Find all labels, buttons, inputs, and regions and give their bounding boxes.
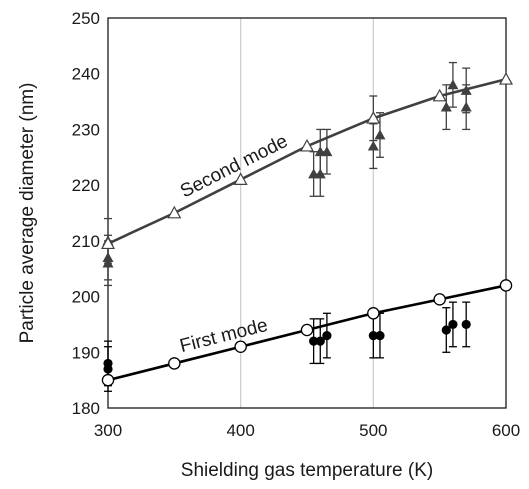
y-tick-label: 180 (72, 399, 100, 418)
data-point (367, 140, 379, 151)
y-tick-label: 240 (72, 65, 100, 84)
data-point (167, 205, 182, 219)
x-tick-label: 300 (94, 421, 122, 440)
grid-lines (240, 18, 374, 408)
y-tick-label: 210 (72, 232, 100, 251)
data-point (321, 146, 333, 157)
data-point (433, 293, 446, 306)
x-tick-label: 400 (226, 421, 254, 440)
data-point (432, 88, 447, 102)
y-tick-label: 190 (72, 343, 100, 362)
data-point (102, 252, 114, 262)
data-point (461, 319, 471, 330)
x-axis-title: Shielding gas temperature (K) (181, 460, 433, 481)
data-point (366, 111, 381, 124)
data-point (309, 336, 319, 346)
data-point (315, 336, 325, 346)
first-mode-measured-group (103, 301, 471, 392)
y-tick-label: 220 (72, 176, 100, 195)
data-point (103, 364, 113, 374)
x-tick-label: 600 (492, 421, 520, 440)
data-point (499, 279, 513, 292)
data-point (498, 72, 514, 85)
y-tick-label: 250 (72, 9, 100, 28)
second-mode-model-group (100, 72, 514, 250)
second-mode-annotation: Second mode (177, 131, 291, 203)
x-tick-label: 500 (359, 421, 387, 440)
y-tick-label: 200 (72, 288, 100, 307)
second-mode-measured-group (102, 61, 472, 287)
data-point (460, 101, 472, 112)
data-point (448, 319, 458, 330)
data-point (101, 373, 115, 387)
data-point (368, 330, 378, 341)
data-point (367, 307, 380, 320)
data-point (234, 340, 247, 353)
data-point (168, 357, 181, 370)
data-point (100, 236, 116, 250)
data-point (299, 138, 315, 152)
data-point (447, 79, 459, 90)
plot-area-frame (107, 17, 507, 409)
data-point (300, 323, 314, 337)
x-axis-ticks: 300 400 500 600 (94, 421, 520, 440)
data-point (314, 168, 326, 179)
series-layer (100, 61, 514, 392)
y-tick-label: 230 (72, 120, 100, 139)
y-axis-ticks: 180 190 200 210 220 230 240 250 (72, 9, 100, 418)
first-mode-model-group (101, 279, 513, 387)
y-axis-title: Particle average diameter (nm) (17, 83, 38, 344)
data-point (440, 101, 452, 112)
data-point (441, 325, 451, 335)
data-point (374, 129, 386, 140)
data-point (102, 257, 114, 268)
data-point (233, 172, 248, 185)
data-point (375, 330, 385, 341)
data-point (322, 330, 332, 341)
